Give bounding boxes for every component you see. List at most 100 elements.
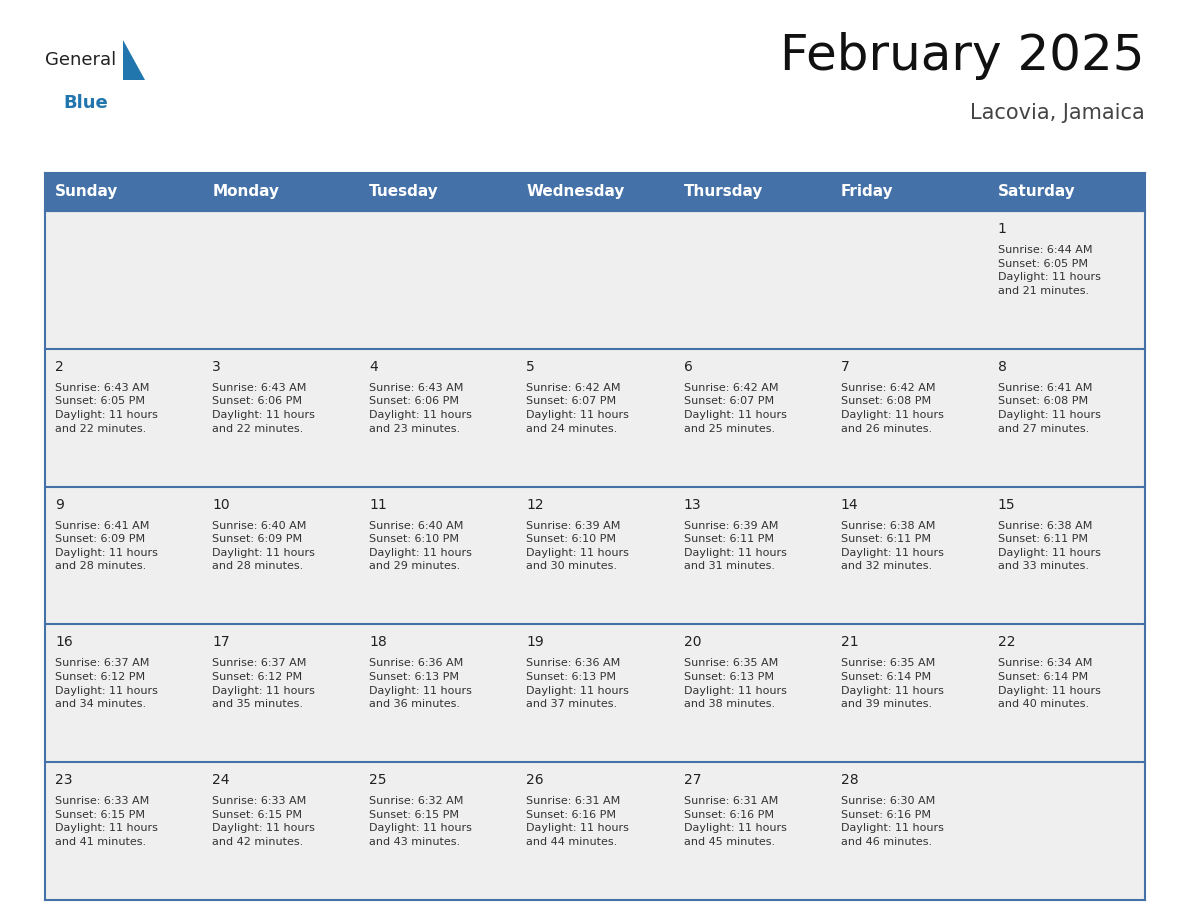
Bar (45, 211, 202, 349)
Bar (517, 487, 674, 624)
Text: 7: 7 (841, 360, 849, 374)
Text: Sunrise: 6:33 AM
Sunset: 6:15 PM
Daylight: 11 hours
and 42 minutes.: Sunrise: 6:33 AM Sunset: 6:15 PM Dayligh… (213, 796, 315, 847)
Text: Sunrise: 6:35 AM
Sunset: 6:14 PM
Daylight: 11 hours
and 39 minutes.: Sunrise: 6:35 AM Sunset: 6:14 PM Dayligh… (841, 658, 943, 710)
Text: 9: 9 (55, 498, 64, 511)
Text: 12: 12 (526, 498, 544, 511)
Text: Sunrise: 6:39 AM
Sunset: 6:11 PM
Daylight: 11 hours
and 31 minutes.: Sunrise: 6:39 AM Sunset: 6:11 PM Dayligh… (683, 521, 786, 571)
Bar (830, 624, 988, 762)
Text: Sunrise: 6:40 AM
Sunset: 6:10 PM
Daylight: 11 hours
and 29 minutes.: Sunrise: 6:40 AM Sunset: 6:10 PM Dayligh… (369, 521, 472, 571)
Text: 16: 16 (55, 635, 72, 649)
Text: Sunrise: 6:40 AM
Sunset: 6:09 PM
Daylight: 11 hours
and 28 minutes.: Sunrise: 6:40 AM Sunset: 6:09 PM Dayligh… (213, 521, 315, 571)
Text: Sunrise: 6:38 AM
Sunset: 6:11 PM
Daylight: 11 hours
and 32 minutes.: Sunrise: 6:38 AM Sunset: 6:11 PM Dayligh… (841, 521, 943, 571)
Text: 1: 1 (998, 222, 1006, 236)
Text: Sunrise: 6:42 AM
Sunset: 6:07 PM
Daylight: 11 hours
and 25 minutes.: Sunrise: 6:42 AM Sunset: 6:07 PM Dayligh… (683, 383, 786, 433)
Text: 28: 28 (841, 773, 859, 788)
Text: Sunrise: 6:30 AM
Sunset: 6:16 PM
Daylight: 11 hours
and 46 minutes.: Sunrise: 6:30 AM Sunset: 6:16 PM Dayligh… (841, 796, 943, 847)
Bar (359, 624, 517, 762)
Text: Sunrise: 6:35 AM
Sunset: 6:13 PM
Daylight: 11 hours
and 38 minutes.: Sunrise: 6:35 AM Sunset: 6:13 PM Dayligh… (683, 658, 786, 710)
Text: Sunrise: 6:34 AM
Sunset: 6:14 PM
Daylight: 11 hours
and 40 minutes.: Sunrise: 6:34 AM Sunset: 6:14 PM Dayligh… (998, 658, 1101, 710)
Bar (674, 349, 830, 487)
Bar (674, 211, 830, 349)
Text: 25: 25 (369, 773, 387, 788)
Bar (45, 173, 1145, 211)
Text: Sunrise: 6:41 AM
Sunset: 6:09 PM
Daylight: 11 hours
and 28 minutes.: Sunrise: 6:41 AM Sunset: 6:09 PM Dayligh… (55, 521, 158, 571)
Bar (45, 762, 202, 900)
Text: 6: 6 (683, 360, 693, 374)
Text: 24: 24 (213, 773, 229, 788)
Text: 27: 27 (683, 773, 701, 788)
Text: Sunrise: 6:37 AM
Sunset: 6:12 PM
Daylight: 11 hours
and 35 minutes.: Sunrise: 6:37 AM Sunset: 6:12 PM Dayligh… (213, 658, 315, 710)
Text: 3: 3 (213, 360, 221, 374)
Bar (45, 624, 202, 762)
Text: Sunday: Sunday (55, 185, 119, 199)
Polygon shape (124, 40, 145, 80)
Text: 18: 18 (369, 635, 387, 649)
Bar (202, 487, 359, 624)
Text: Tuesday: Tuesday (369, 185, 440, 199)
Text: Sunrise: 6:44 AM
Sunset: 6:05 PM
Daylight: 11 hours
and 21 minutes.: Sunrise: 6:44 AM Sunset: 6:05 PM Dayligh… (998, 245, 1101, 296)
Text: Sunrise: 6:43 AM
Sunset: 6:06 PM
Daylight: 11 hours
and 22 minutes.: Sunrise: 6:43 AM Sunset: 6:06 PM Dayligh… (213, 383, 315, 433)
Text: 13: 13 (683, 498, 701, 511)
Bar (359, 487, 517, 624)
Text: 14: 14 (841, 498, 859, 511)
Text: Blue: Blue (63, 94, 108, 112)
Bar (202, 211, 359, 349)
Bar (674, 487, 830, 624)
Text: 21: 21 (841, 635, 859, 649)
Bar (202, 762, 359, 900)
Text: Thursday: Thursday (683, 185, 763, 199)
Text: 2: 2 (55, 360, 64, 374)
Bar (988, 762, 1145, 900)
Text: Sunrise: 6:41 AM
Sunset: 6:08 PM
Daylight: 11 hours
and 27 minutes.: Sunrise: 6:41 AM Sunset: 6:08 PM Dayligh… (998, 383, 1101, 433)
Text: Sunrise: 6:39 AM
Sunset: 6:10 PM
Daylight: 11 hours
and 30 minutes.: Sunrise: 6:39 AM Sunset: 6:10 PM Dayligh… (526, 521, 630, 571)
Text: Lacovia, Jamaica: Lacovia, Jamaica (971, 103, 1145, 123)
Text: 5: 5 (526, 360, 535, 374)
Bar (202, 624, 359, 762)
Bar (517, 762, 674, 900)
Text: Saturday: Saturday (998, 185, 1075, 199)
Text: Wednesday: Wednesday (526, 185, 625, 199)
Bar (988, 487, 1145, 624)
Text: Sunrise: 6:37 AM
Sunset: 6:12 PM
Daylight: 11 hours
and 34 minutes.: Sunrise: 6:37 AM Sunset: 6:12 PM Dayligh… (55, 658, 158, 710)
Text: General: General (45, 51, 116, 69)
Bar (988, 211, 1145, 349)
Text: 11: 11 (369, 498, 387, 511)
Bar (517, 624, 674, 762)
Text: Sunrise: 6:42 AM
Sunset: 6:08 PM
Daylight: 11 hours
and 26 minutes.: Sunrise: 6:42 AM Sunset: 6:08 PM Dayligh… (841, 383, 943, 433)
Bar (359, 211, 517, 349)
Bar (674, 762, 830, 900)
Bar (830, 349, 988, 487)
Bar (202, 349, 359, 487)
Text: Sunrise: 6:33 AM
Sunset: 6:15 PM
Daylight: 11 hours
and 41 minutes.: Sunrise: 6:33 AM Sunset: 6:15 PM Dayligh… (55, 796, 158, 847)
Text: Sunrise: 6:36 AM
Sunset: 6:13 PM
Daylight: 11 hours
and 36 minutes.: Sunrise: 6:36 AM Sunset: 6:13 PM Dayligh… (369, 658, 472, 710)
Text: Friday: Friday (841, 185, 893, 199)
Text: 19: 19 (526, 635, 544, 649)
Bar (517, 211, 674, 349)
Bar (830, 487, 988, 624)
Text: 10: 10 (213, 498, 229, 511)
Text: Monday: Monday (213, 185, 279, 199)
Bar (988, 624, 1145, 762)
Text: Sunrise: 6:43 AM
Sunset: 6:06 PM
Daylight: 11 hours
and 23 minutes.: Sunrise: 6:43 AM Sunset: 6:06 PM Dayligh… (369, 383, 472, 433)
Text: Sunrise: 6:43 AM
Sunset: 6:05 PM
Daylight: 11 hours
and 22 minutes.: Sunrise: 6:43 AM Sunset: 6:05 PM Dayligh… (55, 383, 158, 433)
Text: Sunrise: 6:42 AM
Sunset: 6:07 PM
Daylight: 11 hours
and 24 minutes.: Sunrise: 6:42 AM Sunset: 6:07 PM Dayligh… (526, 383, 630, 433)
Text: 26: 26 (526, 773, 544, 788)
Bar (45, 349, 202, 487)
Text: 23: 23 (55, 773, 72, 788)
Bar (830, 211, 988, 349)
Bar (674, 624, 830, 762)
Text: February 2025: February 2025 (781, 32, 1145, 80)
Text: 15: 15 (998, 498, 1016, 511)
Text: Sunrise: 6:36 AM
Sunset: 6:13 PM
Daylight: 11 hours
and 37 minutes.: Sunrise: 6:36 AM Sunset: 6:13 PM Dayligh… (526, 658, 630, 710)
Bar (517, 349, 674, 487)
Text: 22: 22 (998, 635, 1016, 649)
Bar (830, 762, 988, 900)
Text: Sunrise: 6:38 AM
Sunset: 6:11 PM
Daylight: 11 hours
and 33 minutes.: Sunrise: 6:38 AM Sunset: 6:11 PM Dayligh… (998, 521, 1101, 571)
Text: 8: 8 (998, 360, 1006, 374)
Bar (988, 349, 1145, 487)
Text: 17: 17 (213, 635, 229, 649)
Bar (359, 762, 517, 900)
Bar (45, 487, 202, 624)
Text: 4: 4 (369, 360, 378, 374)
Text: Sunrise: 6:31 AM
Sunset: 6:16 PM
Daylight: 11 hours
and 44 minutes.: Sunrise: 6:31 AM Sunset: 6:16 PM Dayligh… (526, 796, 630, 847)
